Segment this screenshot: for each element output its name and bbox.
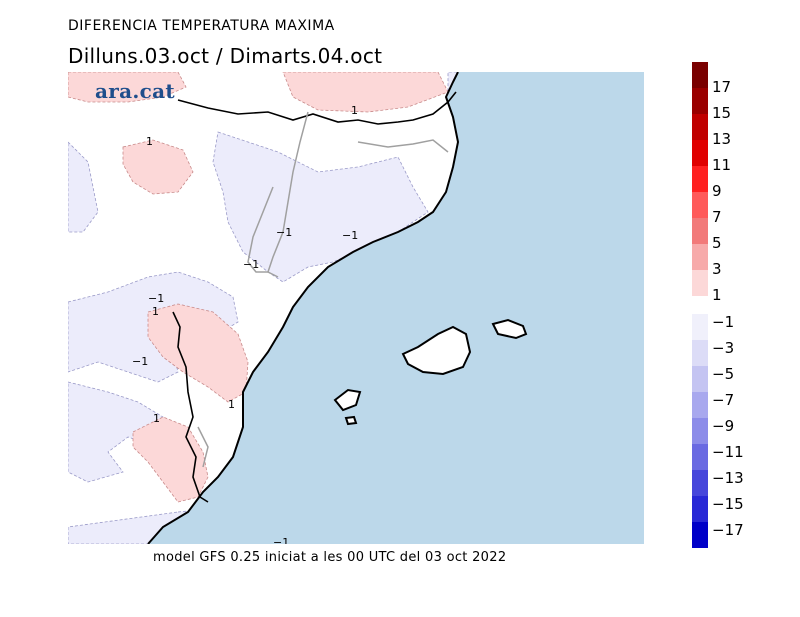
border-catalonia-west: [267, 111, 309, 278]
colorbar-segment: [692, 114, 708, 140]
colorbar-segment: [692, 444, 708, 470]
colorbar-tick-label: −3: [712, 339, 735, 357]
border-france-spain: [177, 91, 457, 125]
temperature-difference-map: 1 1 −1 −1 −1 1 −1 1 1 −1 −1: [68, 72, 644, 544]
contour-label: 1: [152, 305, 159, 318]
contour-label: −1: [132, 355, 148, 368]
colorbar-segment: [692, 314, 708, 340]
colorbar-tick-label: −17: [712, 521, 744, 539]
contour-label: −1: [243, 258, 259, 271]
contour-label: −1: [148, 292, 164, 305]
colorbar: [692, 62, 708, 554]
colorbar-tick-label: 7: [712, 208, 722, 226]
warm-area-pyrenees-w: [122, 139, 194, 195]
menorca-island: [491, 318, 528, 340]
mediterranean-sea: [148, 72, 644, 544]
colorbar-tick-label: −13: [712, 469, 744, 487]
contour-label: −1: [342, 229, 358, 242]
colorbar-tick-label: −5: [712, 365, 735, 383]
colorbar-segment: [692, 270, 708, 296]
colorbar-segment: [692, 366, 708, 392]
colorbar-tick-label: 9: [712, 182, 722, 200]
colorbar-tick-label: 13: [712, 130, 732, 148]
regional-borders: [197, 111, 449, 468]
contour-label: 1: [351, 104, 358, 117]
colorbar-segment: [692, 496, 708, 522]
contour-label: 1: [228, 398, 235, 411]
warm-area-north-1: [68, 72, 187, 103]
contour-label: 1: [153, 412, 160, 425]
balearic-islands: [333, 318, 528, 426]
colorbar-tick-label: 3: [712, 260, 722, 278]
colorbar-tick-label: 15: [712, 104, 732, 122]
colorbar-tick-label: 1: [712, 286, 722, 304]
colorbar-segment: [692, 192, 708, 218]
warm-area-north-2: [282, 72, 449, 113]
colorbar-tick-label: 5: [712, 234, 722, 252]
colorbar-segment: [692, 62, 708, 88]
model-run-info: model GFS 0.25 iniciat a les 00 UTC del …: [153, 550, 507, 565]
border-catalonia-north: [357, 139, 449, 153]
chart-title: DIFERENCIA TEMPERATURA MAXIMA: [68, 18, 335, 34]
colorbar-segment: [692, 418, 708, 444]
colorbar-segment: [692, 470, 708, 496]
coastline: [147, 72, 460, 544]
ibiza-island: [333, 388, 362, 412]
colorbar-tick-label: −9: [712, 417, 735, 435]
country-borders: [172, 91, 457, 503]
colorbar-tick-label: −15: [712, 495, 744, 513]
mallorca-island: [401, 325, 472, 376]
colorbar-segment: [692, 392, 708, 418]
colorbar-segment: [692, 522, 708, 548]
ara-cat-logo[interactable]: ara.cat: [95, 79, 175, 103]
warm-anomaly-areas: [68, 72, 449, 503]
colorbar-tick-label: −1: [712, 313, 735, 331]
contour-label: −1: [276, 226, 292, 239]
colorbar-tick-label: 11: [712, 156, 732, 174]
cool-area-northwest: [68, 141, 99, 233]
colorbar-segment: [692, 88, 708, 114]
colorbar-segment: [692, 140, 708, 166]
contour-label: −1: [273, 536, 289, 544]
colorbar-tick-label: −7: [712, 391, 735, 409]
border-aragon: [247, 186, 274, 273]
contour-labels: 1 1 −1 −1 −1 1 −1 1 1 −1 −1: [132, 104, 358, 544]
border-southeast: [197, 426, 209, 468]
border-west: [172, 311, 209, 503]
colorbar-tick-label: −11: [712, 443, 744, 461]
contour-label: 1: [146, 135, 153, 148]
chart-subtitle: Dilluns.03.oct / Dimarts.04.oct: [68, 44, 383, 68]
colorbar-segment: [692, 218, 708, 244]
formentera-island: [344, 415, 358, 426]
colorbar-segment: [692, 244, 708, 270]
colorbar-segment: [692, 340, 708, 366]
colorbar-segment: [692, 166, 708, 192]
colorbar-tick-label: 17: [712, 78, 732, 96]
warm-area-iberian: [147, 303, 249, 403]
